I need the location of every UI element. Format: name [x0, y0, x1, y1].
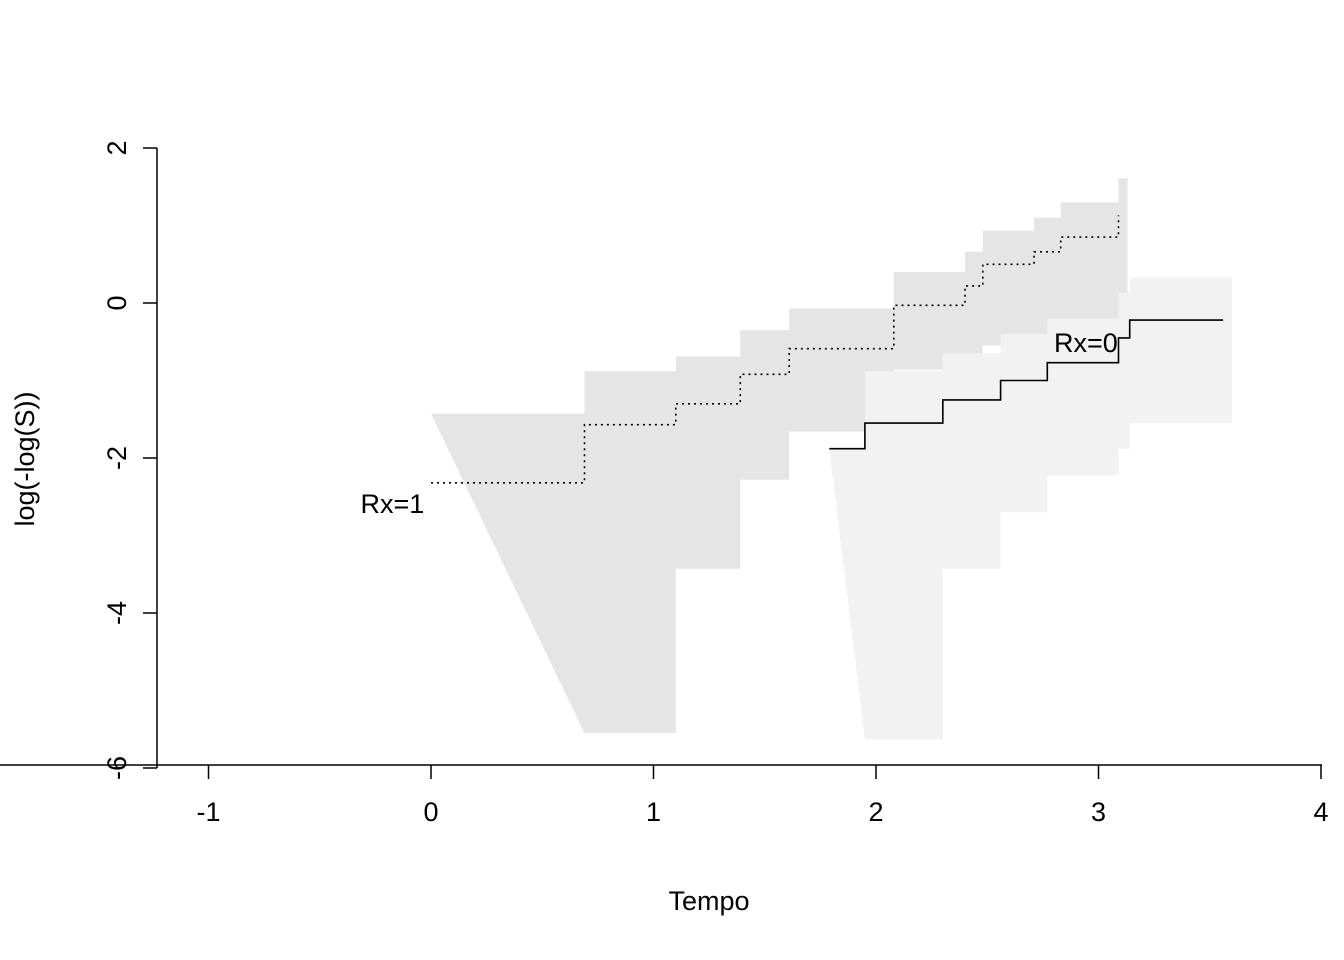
- x-tick-label: 0: [423, 797, 438, 827]
- band-rx-0: [829, 277, 1233, 740]
- confidence-bands: [431, 178, 1233, 740]
- x-axis: -1 0 1 2 3 4: [0, 764, 1329, 827]
- y-axis: -6 -4 -2 0 2: [102, 140, 158, 780]
- annotation-rx-0: Rx=0: [1054, 328, 1118, 358]
- series-lines: [431, 215, 1224, 484]
- x-tick-label: 1: [646, 797, 661, 827]
- y-axis-label: log(-log(S)): [10, 391, 40, 526]
- y-tick-label: -6: [102, 756, 132, 780]
- x-tick-label: 4: [1313, 797, 1328, 827]
- x-axis-ticks: -1 0 1 2 3 4: [196, 765, 1329, 827]
- y-tick-label: -2: [102, 446, 132, 470]
- band-rx-1: [431, 178, 1128, 734]
- x-tick-label: 2: [868, 797, 883, 827]
- x-tick-label: 3: [1091, 797, 1106, 827]
- annotation-rx-1: Rx=1: [361, 489, 425, 519]
- y-tick-label: -4: [102, 601, 132, 625]
- series-annotations: Rx=1 Rx=0: [361, 328, 1118, 519]
- y-axis-ticks: -6 -4 -2 0 2: [102, 140, 157, 780]
- y-tick-label: 2: [102, 140, 132, 155]
- line-rx-0: [829, 319, 1224, 450]
- x-tick-label: -1: [196, 797, 220, 827]
- y-tick-label: 0: [102, 295, 132, 310]
- x-axis-label: Tempo: [668, 886, 749, 916]
